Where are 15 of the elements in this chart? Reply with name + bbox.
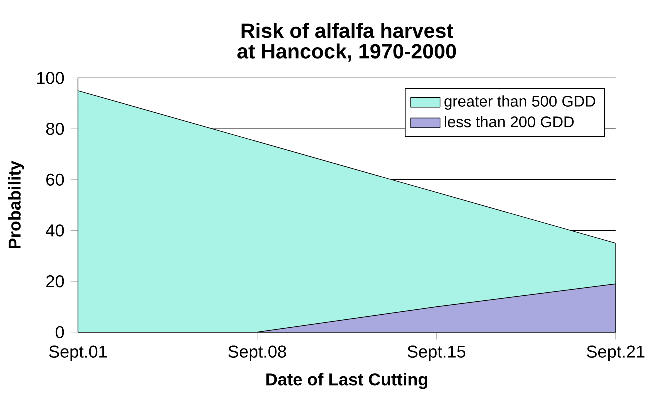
y-tick-label: 60 [46, 174, 64, 186]
x-tick-label: Sept.21 [587, 346, 645, 362]
x-axis-title: Date of Last Cutting [266, 373, 428, 390]
legend-label: greater than 500 GDD [444, 96, 596, 110]
y-tick-label: 80 [46, 123, 64, 136]
chart-title: Risk of alfalfa harvest at Hancock, 1970-2000 [238, 23, 456, 62]
y-axis-title: Probability [8, 161, 24, 249]
y-tick-label: 20 [46, 276, 64, 288]
legend-label: less than 200 GDD [445, 116, 574, 128]
y-tick-label: 0 [56, 326, 64, 339]
x-tick-label: Sept.15 [408, 346, 466, 362]
y-tick-label: 40 [46, 224, 64, 237]
x-tick-label: Sept.08 [228, 346, 286, 362]
x-tick-label: Sept.01 [49, 346, 107, 362]
y-tick-label: 100 [37, 72, 64, 84]
